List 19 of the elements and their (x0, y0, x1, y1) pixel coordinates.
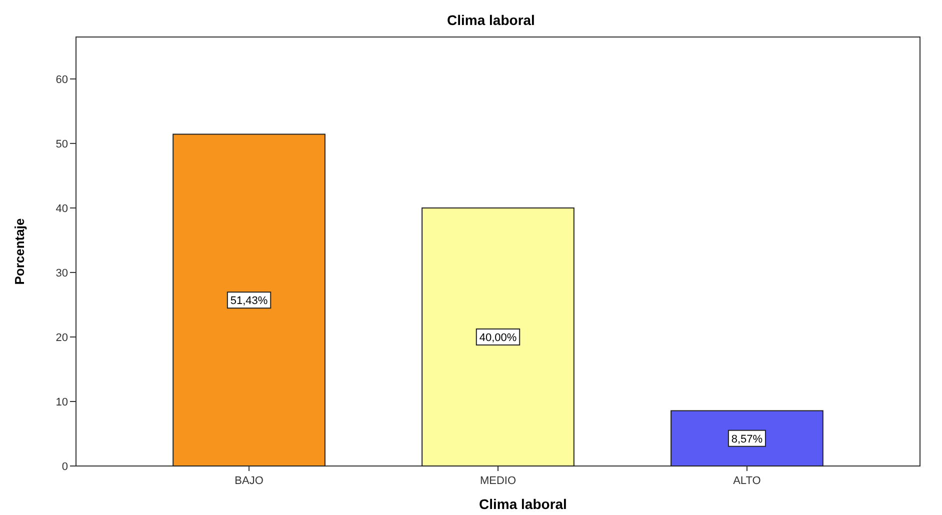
y-tick-label: 30 (56, 267, 68, 280)
x-tick-label: BAJO (234, 475, 264, 487)
data-label: 8,57% (731, 433, 763, 446)
y-tick-label: 10 (56, 396, 68, 408)
chart-title: Clima laboral (447, 12, 535, 28)
data-label: 51,43% (230, 295, 268, 308)
x-tick-label: MEDIO (480, 475, 516, 487)
y-tick-label: 40 (56, 202, 68, 215)
bar (172, 134, 326, 466)
y-tick-label: 20 (56, 332, 68, 344)
y-tick-label: 0 (62, 461, 68, 473)
x-tick-label: ALTO (733, 475, 762, 487)
x-axis-title: Clima laboral (479, 496, 567, 512)
y-tick-label: 60 (56, 74, 68, 86)
y-axis-title: Porcentaje (12, 218, 27, 285)
data-label: 40,00% (479, 332, 517, 344)
y-tick-label: 50 (56, 138, 68, 150)
bar (422, 207, 574, 466)
bar (670, 410, 824, 466)
